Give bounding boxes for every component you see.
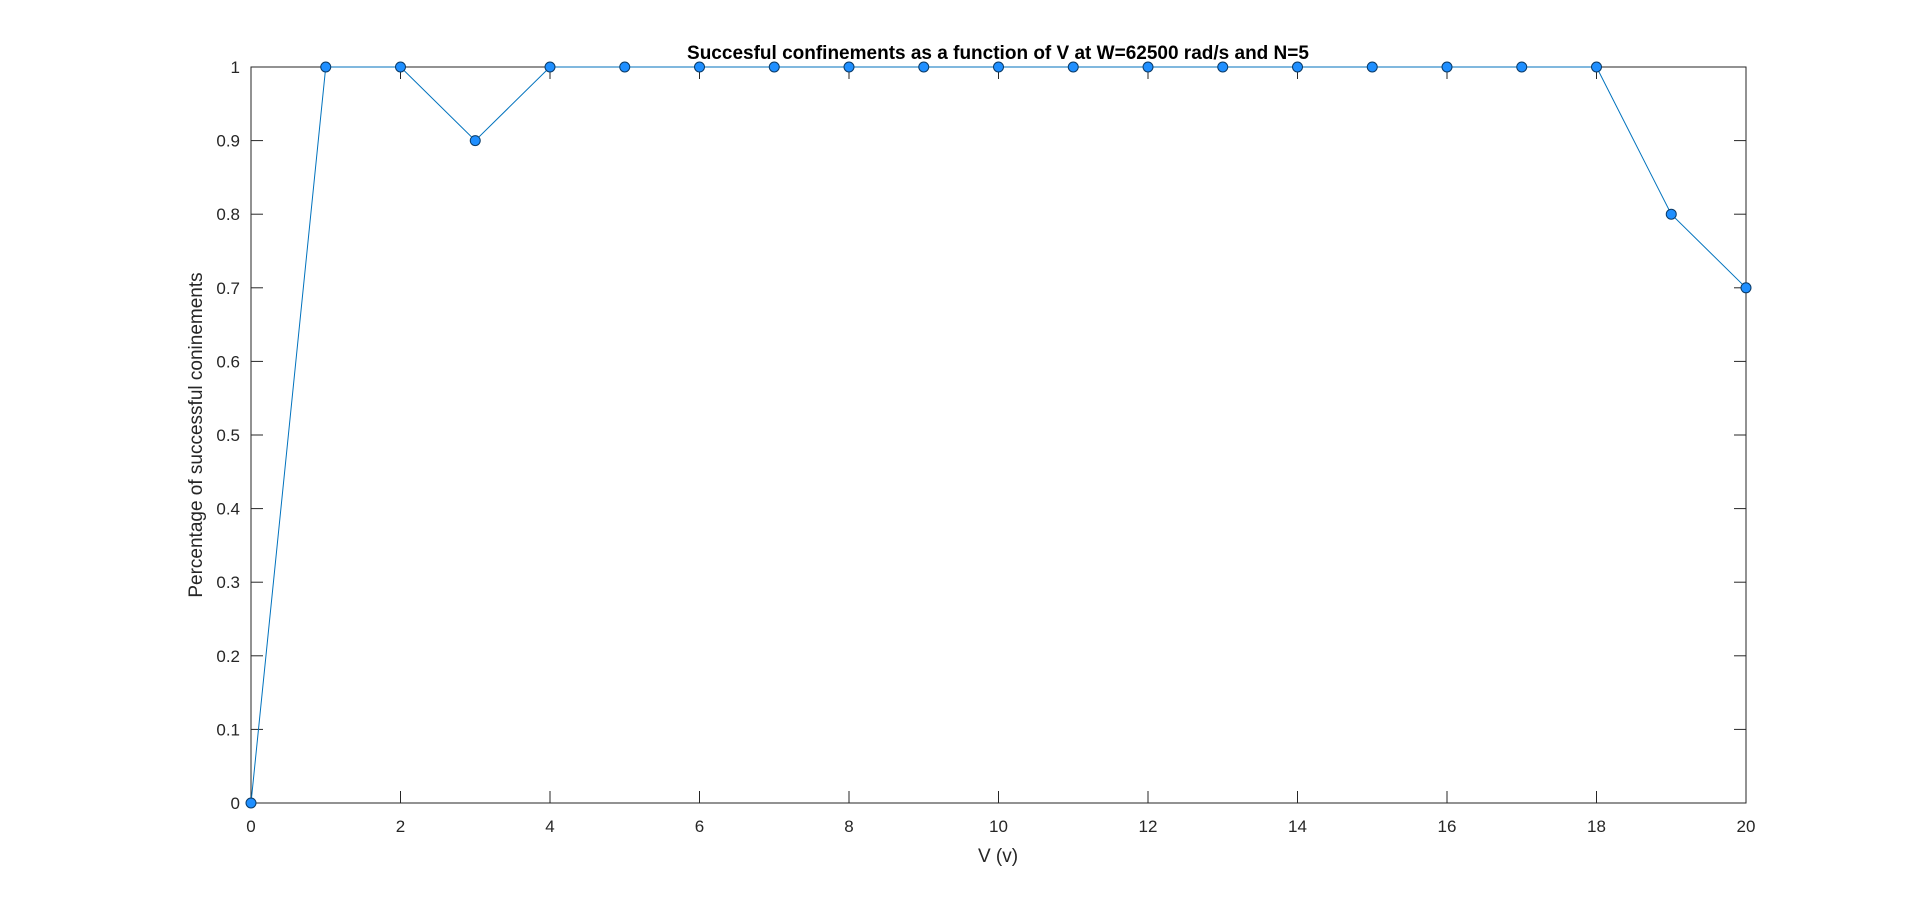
x-tick-label: 14 [1288,817,1307,836]
data-point [1217,61,1229,73]
data-point [1292,61,1303,73]
y-tick-label: 0.2 [216,647,240,666]
data-point [1067,61,1079,73]
x-tick-label: 2 [396,817,405,836]
data-point [395,61,406,73]
x-tick-label: 0 [246,817,255,836]
y-tick-label: 0.7 [216,279,240,298]
data-point [544,61,556,73]
data-point [320,61,332,73]
y-axis-label: Percentage of successful coninements [186,272,207,597]
data-point [469,135,481,147]
y-tick-label: 0.5 [216,426,240,445]
chart-title: Succesful confinements as a function of … [687,43,1309,64]
data-point [843,61,855,73]
axis-ticks [250,66,1747,804]
data-point [1516,61,1528,73]
x-axis-label: V (v) [978,846,1018,867]
data-point [694,61,705,73]
x-tick-label: 4 [545,817,554,836]
y-tick-label: 0 [231,794,240,813]
data-point [1665,208,1677,220]
y-tick-label: 0.8 [216,205,240,224]
data-point [1740,282,1752,294]
data-point [245,797,257,809]
data-point [1142,61,1154,73]
x-tick-label: 10 [989,817,1008,836]
data-point [768,61,780,73]
data-point [619,61,631,73]
plot-area [250,66,1747,804]
y-tick-label: 0.3 [216,573,240,592]
data-point [1591,61,1602,73]
y-tick-label: 0.6 [216,352,240,371]
y-tick-label: 0.4 [216,500,240,519]
y-tick-label: 0.1 [216,720,240,739]
x-tick-label: 18 [1587,817,1606,836]
x-tick-label: 6 [695,817,704,836]
x-tick-label: 20 [1737,817,1756,836]
series-layer [245,61,1752,809]
tick-labels: 0 2 4 6 8 10 12 14 16 18 20 0 0.1 0.2 0.3 0.4 0.5 0.6 0.7 0… [216,58,1755,836]
y-tick-label: 0.9 [216,132,240,151]
data-point [918,61,930,73]
data-point [1441,61,1453,73]
x-tick-label: 12 [1139,817,1158,836]
data-point [1366,61,1378,73]
x-tick-label: 8 [844,817,853,836]
x-tick-label: 16 [1438,817,1457,836]
y-tick-label: 1 [231,58,240,77]
data-point [993,61,1004,73]
